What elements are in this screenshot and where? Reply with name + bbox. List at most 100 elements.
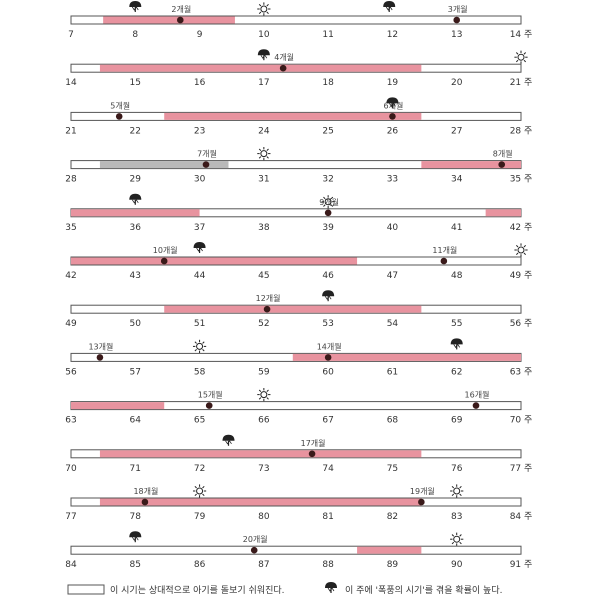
week-label: 44 <box>194 271 206 281</box>
month-label: 13개월 <box>88 341 113 351</box>
week-label: 26 <box>387 126 399 136</box>
week-label: 13 <box>451 30 462 40</box>
storm-icon <box>129 1 142 12</box>
week-label: 11 <box>322 30 333 40</box>
sun-icon-ray <box>258 397 262 400</box>
month-dot <box>498 161 506 168</box>
week-label: 56 주 <box>510 318 533 329</box>
week-label: 46 <box>322 271 334 281</box>
storm-icon-cap <box>129 193 142 200</box>
legend-storm-icon <box>325 582 337 593</box>
month-label: 14개월 <box>317 341 342 351</box>
storm-icon <box>386 97 399 109</box>
storm-icon-cap <box>322 290 335 297</box>
timeline-row: 70 71 72 73 74 75 76 77 주 17개월 <box>65 434 533 474</box>
month-label: 20개월 <box>243 534 268 544</box>
storm-icon <box>383 1 396 12</box>
fussy-period <box>421 161 521 169</box>
week-label: 33 <box>387 175 398 185</box>
sun-icon-ray <box>266 148 269 151</box>
month-label: 15개월 <box>198 390 223 400</box>
sun-icon-disc <box>324 198 332 206</box>
timeline-row: 7 8 9 10 11 12 13 14 주 2개월 3개월 <box>68 1 532 40</box>
sun-icon-disc <box>196 342 204 350</box>
month-dot <box>453 16 461 24</box>
week-label: 82 <box>387 512 398 522</box>
sun-icon-ray <box>202 485 205 489</box>
month-dot <box>96 354 104 361</box>
sun-icon-ray <box>258 3 262 7</box>
sun-icon-ray <box>266 3 269 7</box>
week-label: 75 <box>387 464 398 474</box>
storm-icon <box>222 434 235 446</box>
week-label: 43 <box>130 271 141 281</box>
week-label: 21 주 <box>510 77 533 88</box>
storm-icon-cap <box>193 242 206 248</box>
sun-icon-ray <box>523 59 527 63</box>
week-label: 14 주 <box>510 29 533 40</box>
storm-icon <box>450 338 463 350</box>
week-label: 42 <box>65 271 76 281</box>
fussy-period <box>485 209 521 217</box>
month-dot <box>324 209 332 217</box>
month-dot <box>176 16 184 24</box>
sun-icon-ray <box>515 52 519 55</box>
month-dot <box>418 498 425 506</box>
week-label: 45 <box>258 271 269 281</box>
week-label: 80 <box>258 512 270 522</box>
sun-icon-disc <box>453 535 461 543</box>
month-label: 9개월 <box>319 197 339 207</box>
sun-icon-ray <box>202 341 205 344</box>
fussy-period <box>71 209 200 217</box>
timeline-row: 84 85 86 87 88 89 90 91 주 20개월 <box>65 531 532 570</box>
week-label: 77 주 <box>510 463 533 474</box>
week-label: 28 <box>65 175 77 185</box>
timeline-row: 49 50 51 52 53 54 55 56 주 12개월 <box>65 290 532 329</box>
sun-icon-ray <box>194 485 197 489</box>
timeline-row: 28 29 30 31 32 33 34 35 주 7개월 8개월 <box>65 147 532 185</box>
week-label: 34 <box>451 175 463 185</box>
month-dot <box>308 450 316 458</box>
week-label: 74 <box>322 464 334 474</box>
fussy-period <box>164 112 422 120</box>
storm-icon-bolt <box>260 54 268 59</box>
storm-icon-bolt <box>131 536 139 541</box>
month-dot <box>160 257 168 265</box>
week-label: 78 <box>130 512 142 522</box>
month-dot <box>115 113 123 120</box>
week-label: 87 <box>258 560 269 570</box>
week-label: 63 <box>65 416 76 426</box>
week-label: 48 <box>451 271 463 281</box>
week-label: 53 <box>322 319 333 329</box>
sun-icon-ray <box>194 493 197 497</box>
sun-icon-ray <box>459 493 462 497</box>
month-dot <box>202 161 210 168</box>
week-label: 59 <box>258 367 270 377</box>
month-label: 17개월 <box>301 438 326 448</box>
sun-icon-disc <box>453 487 461 495</box>
timeline-row: 21 22 23 24 25 26 27 28 주 5개월 6개월 <box>65 97 532 136</box>
week-label: 49 <box>65 319 77 329</box>
sun-icon-ray <box>258 389 262 392</box>
month-label: 19개월 <box>410 486 435 496</box>
week-label: 52 <box>258 319 269 329</box>
sun-icon-ray <box>330 204 334 207</box>
sun-icon-disc <box>517 246 525 254</box>
storm-icon <box>129 531 142 543</box>
week-label: 36 <box>130 223 142 233</box>
week-label: 41 <box>451 223 462 233</box>
week-label: 76 <box>451 464 463 474</box>
storm-icon-cap <box>386 97 399 104</box>
week-label: 88 <box>322 560 334 570</box>
week-label: 72 <box>194 464 205 474</box>
week-label: 21 <box>65 126 76 136</box>
week-label: 54 <box>387 319 399 329</box>
week-label: 30 <box>194 175 206 185</box>
storm-icon-cap <box>383 1 396 7</box>
week-label: 35 주 <box>510 174 533 185</box>
week-label: 83 <box>451 512 462 522</box>
sun-icon-ray <box>323 196 326 200</box>
storm-icon-bolt <box>324 295 332 300</box>
